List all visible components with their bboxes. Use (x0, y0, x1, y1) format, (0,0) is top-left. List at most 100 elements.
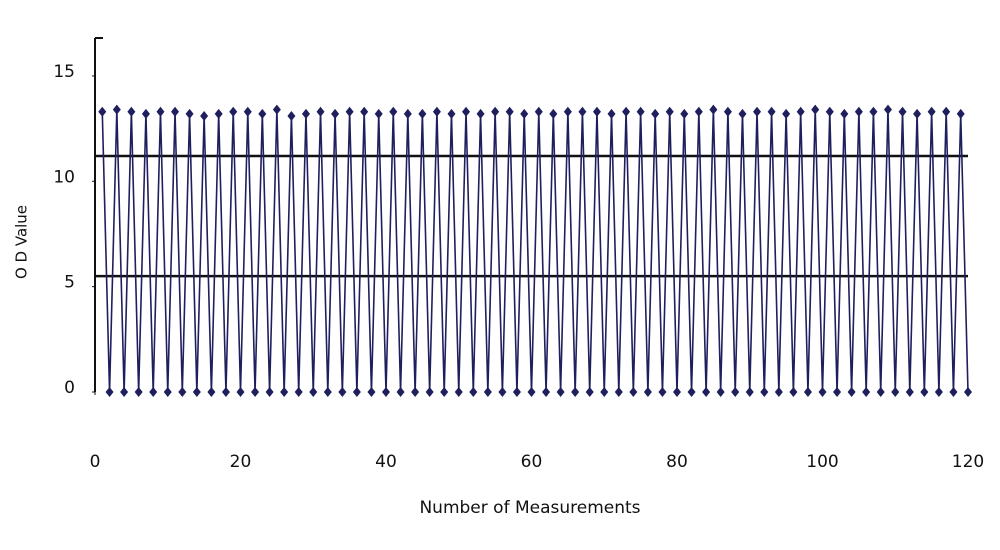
x-axis-title: Number of Measurements (419, 498, 640, 518)
data-point (811, 104, 820, 115)
data-point (854, 106, 863, 117)
data-point (382, 387, 390, 397)
data-point (251, 387, 260, 397)
data-point (891, 387, 900, 397)
data-point (396, 387, 405, 397)
data-point (462, 106, 471, 117)
data-point (636, 106, 645, 117)
data-point (374, 108, 383, 119)
data-point (803, 387, 812, 397)
data-point (796, 106, 805, 117)
data-point (389, 106, 398, 117)
data-point (149, 387, 158, 397)
data-point (774, 387, 783, 397)
data-point (512, 387, 521, 397)
data-point (316, 106, 325, 117)
data-point (825, 106, 834, 117)
data-point (600, 387, 609, 397)
data-point (818, 387, 827, 397)
data-point (542, 387, 551, 397)
data-point (265, 387, 274, 397)
data-point (185, 108, 194, 119)
data-point (549, 108, 558, 119)
data-point (98, 106, 107, 117)
data-point (556, 387, 565, 397)
data-point (723, 106, 732, 117)
data-point (782, 108, 791, 119)
data-point (192, 387, 201, 397)
data-point (309, 387, 318, 397)
data-point (280, 387, 289, 397)
data-point (745, 387, 754, 397)
data-point (105, 387, 114, 397)
data-point (367, 387, 376, 397)
y-axis-title: O D Value (13, 205, 31, 279)
data-point (141, 108, 150, 119)
data-point (702, 387, 711, 397)
data-point (665, 106, 674, 117)
data-point (862, 387, 871, 397)
data-point (505, 106, 514, 117)
data-point (331, 108, 340, 119)
data-point (643, 387, 652, 397)
data-point (214, 108, 223, 119)
data-point (949, 387, 958, 397)
data-point (418, 108, 427, 119)
data-point (491, 106, 500, 117)
data-point (731, 387, 740, 397)
data-point (898, 106, 907, 117)
data-point (956, 108, 965, 119)
data-point (651, 108, 660, 119)
data-point (934, 387, 943, 397)
x-tick-label: 0 (90, 452, 101, 472)
y-tick-label: 0 (64, 378, 75, 398)
data-point (134, 387, 143, 397)
data-point (760, 387, 769, 397)
data-point (287, 110, 296, 121)
data-point (694, 106, 703, 117)
data-point (447, 108, 456, 119)
data-point (483, 387, 492, 397)
data-point (876, 387, 885, 397)
data-point (927, 106, 936, 117)
data-point (753, 106, 762, 117)
data-point (120, 387, 129, 397)
data-point (709, 104, 718, 115)
data-point (920, 387, 929, 397)
data-point (578, 106, 587, 117)
data-point (905, 387, 914, 397)
data-point (527, 387, 536, 397)
data-point (592, 106, 601, 117)
series-line (101, 109, 969, 393)
data-point (425, 387, 434, 397)
y-tick-label: 10 (53, 167, 75, 187)
data-point (847, 387, 856, 397)
data-point (272, 104, 281, 115)
data-point (360, 106, 369, 117)
data-point (432, 106, 441, 117)
data-point (563, 106, 572, 117)
data-point (258, 108, 267, 119)
data-point (156, 106, 165, 117)
data-point (840, 108, 849, 119)
data-point (454, 387, 463, 397)
data-point (207, 387, 216, 397)
data-point (352, 387, 361, 397)
data-point (622, 106, 631, 117)
data-point (236, 387, 245, 397)
y-tick-label: 15 (53, 62, 75, 82)
data-point (767, 106, 776, 117)
data-point (171, 106, 180, 117)
data-point (323, 387, 332, 397)
data-point (614, 387, 623, 397)
data-point (833, 387, 842, 397)
data-point (221, 387, 230, 397)
data-point (673, 387, 681, 397)
data-point (127, 106, 136, 117)
data-point (964, 387, 972, 397)
data-point (469, 387, 478, 397)
data-point (571, 387, 580, 397)
data-point (789, 387, 798, 397)
data-point (629, 387, 638, 397)
